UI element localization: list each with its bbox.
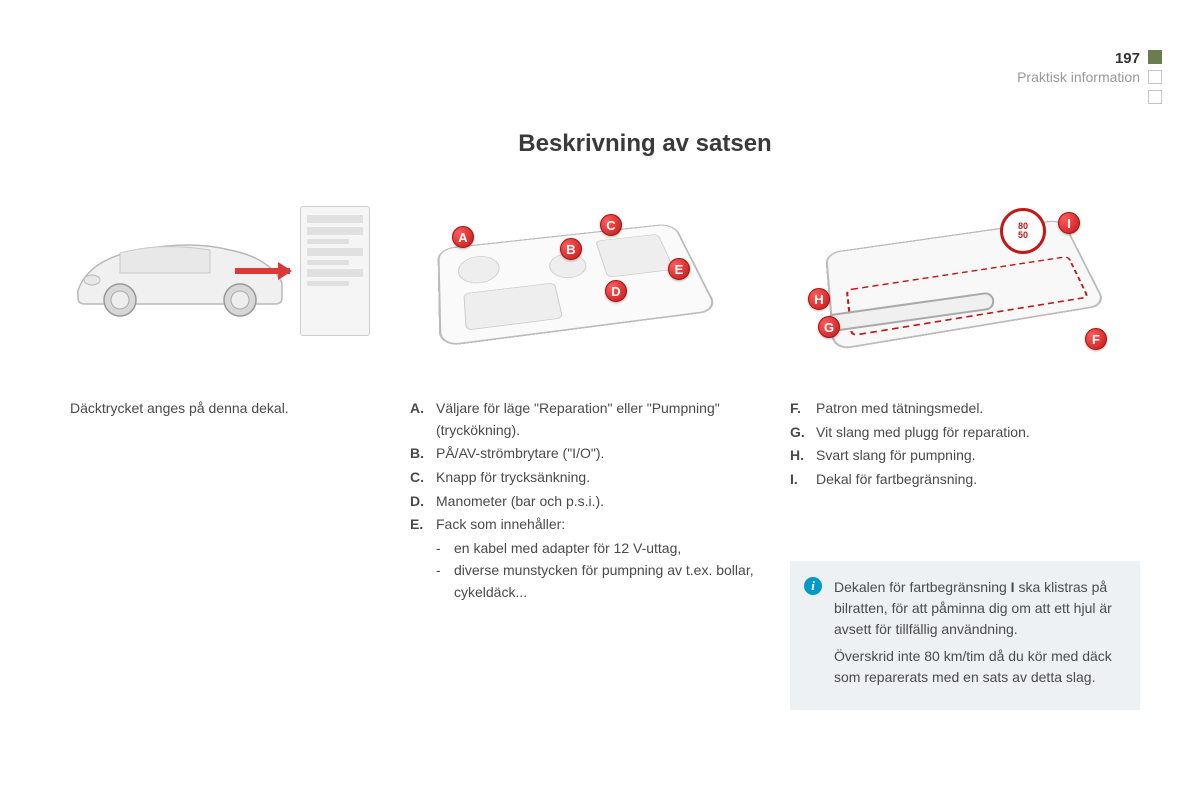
column-car: Däcktrycket anges på denna dekal. bbox=[70, 188, 380, 419]
page-title: Beskrivning av satsen bbox=[150, 130, 1140, 158]
arrow-indicator bbox=[235, 268, 290, 274]
sublist-e: -en kabel med adapter för 12 V-uttag, -d… bbox=[436, 538, 760, 603]
figure-car-label bbox=[70, 188, 380, 378]
list-item: A.Väljare för läge "Reparation" eller "P… bbox=[410, 398, 760, 441]
caption-car: Däcktrycket anges på denna dekal. bbox=[70, 398, 380, 419]
speed-limit-gauge: 80 50 bbox=[1000, 208, 1046, 254]
list-item: B.PÅ/AV-strömbrytare ("I/O"). bbox=[410, 443, 760, 465]
list-item: I.Dekal för fartbegränsning. bbox=[790, 469, 1140, 491]
list-item: D.Manometer (bar och p.s.i.). bbox=[410, 491, 760, 513]
page-tab-markers bbox=[1148, 50, 1162, 104]
list-item: E.Fack som innehåller: bbox=[410, 514, 760, 536]
list-item: G.Vit slang med plugg för reparation. bbox=[790, 422, 1140, 444]
content-columns: Däcktrycket anges på denna dekal. A B C … bbox=[70, 188, 1140, 710]
page-header: 197 Praktisk information bbox=[1017, 50, 1140, 85]
info-note: i Dekalen för fartbegränsning I ska klis… bbox=[790, 561, 1140, 710]
info-paragraph-1: Dekalen för fartbegränsning I ska klistr… bbox=[834, 577, 1122, 640]
info-paragraph-2: Överskrid inte 80 km/tim då du kör med d… bbox=[834, 646, 1122, 688]
callout-i: I bbox=[1058, 212, 1080, 234]
marker-outline bbox=[1148, 90, 1162, 104]
callout-g: G bbox=[818, 316, 840, 338]
marker-filled bbox=[1148, 50, 1162, 64]
tyre-pressure-label bbox=[300, 206, 370, 336]
info-icon: i bbox=[804, 577, 822, 595]
section-label: Praktisk information bbox=[1017, 69, 1140, 85]
list-item: H.Svart slang för pumpning. bbox=[790, 445, 1140, 467]
page-number: 197 bbox=[1017, 50, 1140, 67]
marker-outline bbox=[1148, 70, 1162, 84]
callout-h: H bbox=[808, 288, 830, 310]
kit-body-bottom bbox=[825, 219, 1107, 351]
callout-e: E bbox=[668, 258, 690, 280]
callout-d: D bbox=[605, 280, 627, 302]
callout-f: F bbox=[1085, 328, 1107, 350]
figure-kit-bottom: 80 50 F G H I bbox=[790, 188, 1140, 378]
list-item: C.Knapp för trycksänkning. bbox=[410, 467, 760, 489]
list-a-to-e: A.Väljare för läge "Reparation" eller "P… bbox=[410, 398, 760, 603]
callout-a: A bbox=[452, 226, 474, 248]
figure-kit-top: A B C D E bbox=[410, 188, 760, 378]
list-f-to-i: F.Patron med tätningsmedel. G.Vit slang … bbox=[790, 398, 1140, 491]
callout-b: B bbox=[560, 238, 582, 260]
column-kit-bottom: 80 50 F G H I F.Patron med tätningsmedel… bbox=[790, 188, 1140, 710]
callout-c: C bbox=[600, 214, 622, 236]
list-item: F.Patron med tätningsmedel. bbox=[790, 398, 1140, 420]
column-kit-top: A B C D E A.Väljare för läge "Reparation… bbox=[410, 188, 760, 603]
